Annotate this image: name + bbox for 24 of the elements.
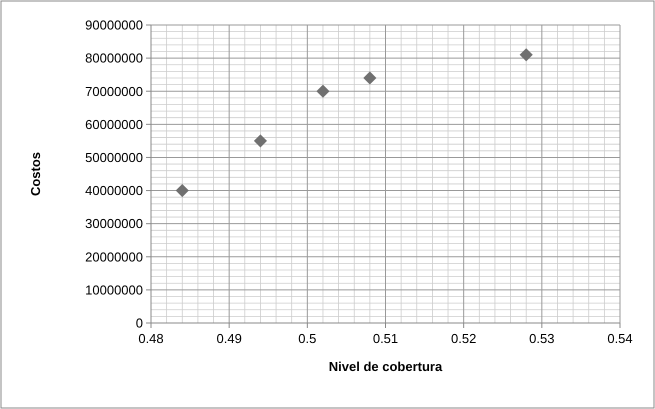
y-axis-title: Costos [28,152,43,196]
point [176,184,189,198]
x-tick-label: 0.51 [372,331,398,346]
x-axis-title: Nivel de cobertura [328,359,443,374]
point [520,48,533,62]
y-tick-label: 0 [136,316,143,331]
point [254,134,267,148]
y-tick-label: 80000000 [85,50,143,66]
y-tick-label: 90000000 [85,18,143,33]
y-tick-label: 50000000 [85,150,143,165]
x-tick-label: 0.52 [451,331,476,346]
y-tick-label: 60000000 [85,116,143,132]
y-tick-label: 20000000 [85,249,143,264]
x-tick-label: 0.5 [298,331,316,346]
x-tick-label: 0.53 [529,331,554,346]
x-tick-label: 0.49 [216,331,242,346]
y-tick-label: 40000000 [85,183,143,198]
x-tick-label: 0.54 [607,331,633,346]
y-tick-label: 30000000 [85,216,143,232]
y-tick-label: 70000000 [85,84,143,99]
x-tick-label: 0.48 [138,331,164,346]
point [363,71,376,85]
y-tick-label: 10000000 [85,282,143,298]
point [316,84,330,98]
